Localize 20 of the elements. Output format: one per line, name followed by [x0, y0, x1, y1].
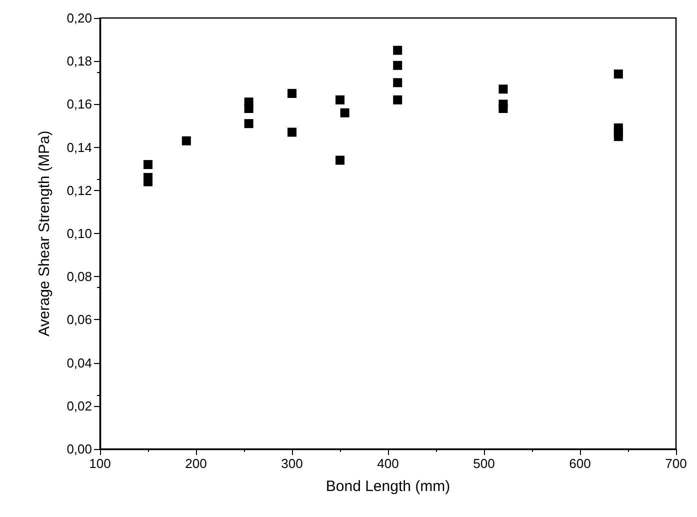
y-tick-label: 0,08: [66, 269, 92, 284]
y-tick-label: 0,20: [66, 10, 92, 26]
y-tick-label: 0,10: [66, 226, 92, 241]
x-tick-label: 400: [377, 456, 399, 471]
y-tick-label: 0,14: [66, 140, 92, 155]
x-tick-label: 700: [665, 456, 687, 471]
y-tick-label: 0,02: [66, 398, 92, 414]
x-tick-label: 300: [281, 456, 303, 471]
y-tick-label: 0,16: [66, 96, 92, 112]
x-tick-label: 200: [185, 456, 207, 471]
y-tick-label: 0,12: [66, 182, 92, 198]
x-tick-label: 600: [569, 456, 591, 471]
y-tick-label: 0,18: [66, 54, 92, 69]
y-tick-label: 0,00: [66, 442, 92, 456]
x-tick-label: 500: [473, 456, 495, 471]
y-axis-title: Average Shear Strength (MPa): [36, 130, 53, 336]
y-tick-label: 0,06: [66, 312, 92, 328]
y-tick-label: 0,04: [66, 355, 92, 370]
x-tick-label: 100: [89, 456, 111, 471]
x-axis-title: Bond Length (mm): [326, 478, 450, 495]
